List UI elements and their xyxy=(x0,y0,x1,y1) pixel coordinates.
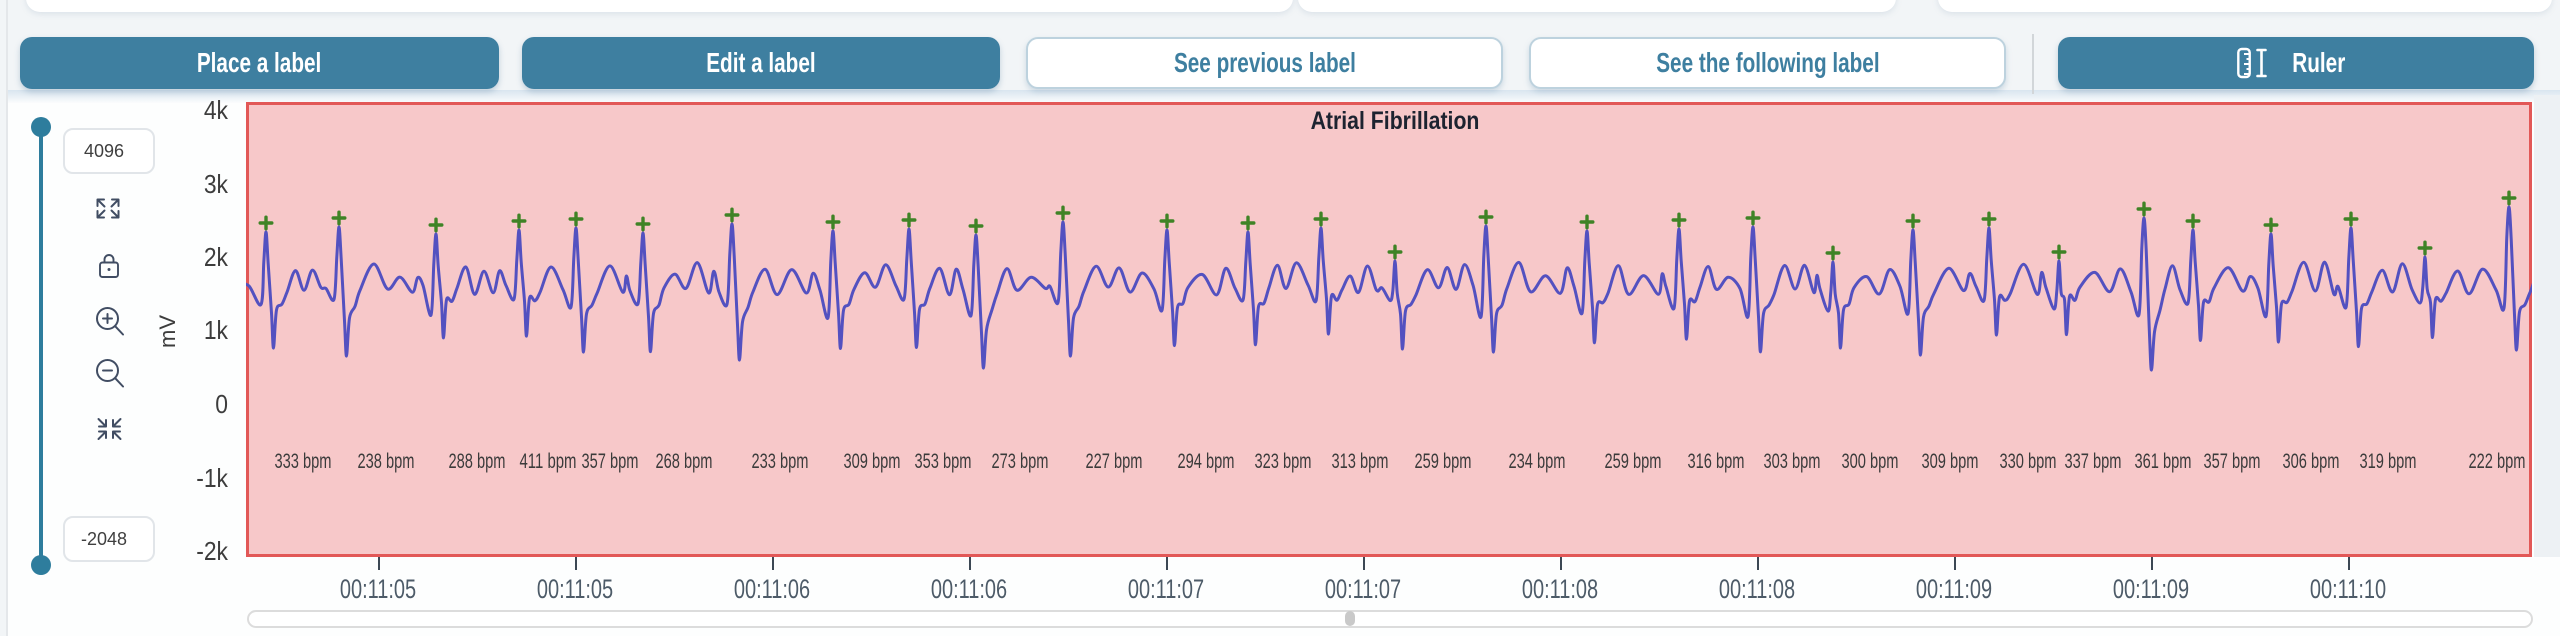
svg-text:273 bpm: 273 bpm xyxy=(992,450,1049,473)
svg-text:309 bpm: 309 bpm xyxy=(844,450,901,473)
svg-text:323 bpm: 323 bpm xyxy=(1255,450,1312,473)
svg-text:259 bpm: 259 bpm xyxy=(1605,450,1662,473)
svg-text:353 bpm: 353 bpm xyxy=(915,450,972,473)
svg-text:411 bpm: 411 bpm xyxy=(520,450,577,473)
svg-text:361 bpm: 361 bpm xyxy=(2135,450,2192,473)
svg-text:300 bpm: 300 bpm xyxy=(1842,450,1899,473)
svg-text:357 bpm: 357 bpm xyxy=(582,450,639,473)
svg-text:333 bpm: 333 bpm xyxy=(275,450,332,473)
svg-text:313 bpm: 313 bpm xyxy=(1332,450,1389,473)
svg-text:234 bpm: 234 bpm xyxy=(1509,450,1566,473)
svg-text:288 bpm: 288 bpm xyxy=(449,450,506,473)
svg-text:357 bpm: 357 bpm xyxy=(2204,450,2261,473)
svg-text:259 bpm: 259 bpm xyxy=(1415,450,1472,473)
svg-text:233 bpm: 233 bpm xyxy=(752,450,809,473)
svg-text:303 bpm: 303 bpm xyxy=(1764,450,1821,473)
svg-text:337 bpm: 337 bpm xyxy=(2065,450,2122,473)
svg-text:330 bpm: 330 bpm xyxy=(2000,450,2057,473)
svg-text:316 bpm: 316 bpm xyxy=(1688,450,1745,473)
svg-text:294 bpm: 294 bpm xyxy=(1178,450,1235,473)
svg-text:309 bpm: 309 bpm xyxy=(1922,450,1979,473)
svg-text:306 bpm: 306 bpm xyxy=(2283,450,2340,473)
svg-text:319 bpm: 319 bpm xyxy=(2360,450,2417,473)
svg-text:222 bpm: 222 bpm xyxy=(2469,450,2526,473)
svg-text:227 bpm: 227 bpm xyxy=(1086,450,1143,473)
svg-text:238 bpm: 238 bpm xyxy=(358,450,415,473)
svg-text:268 bpm: 268 bpm xyxy=(656,450,713,473)
